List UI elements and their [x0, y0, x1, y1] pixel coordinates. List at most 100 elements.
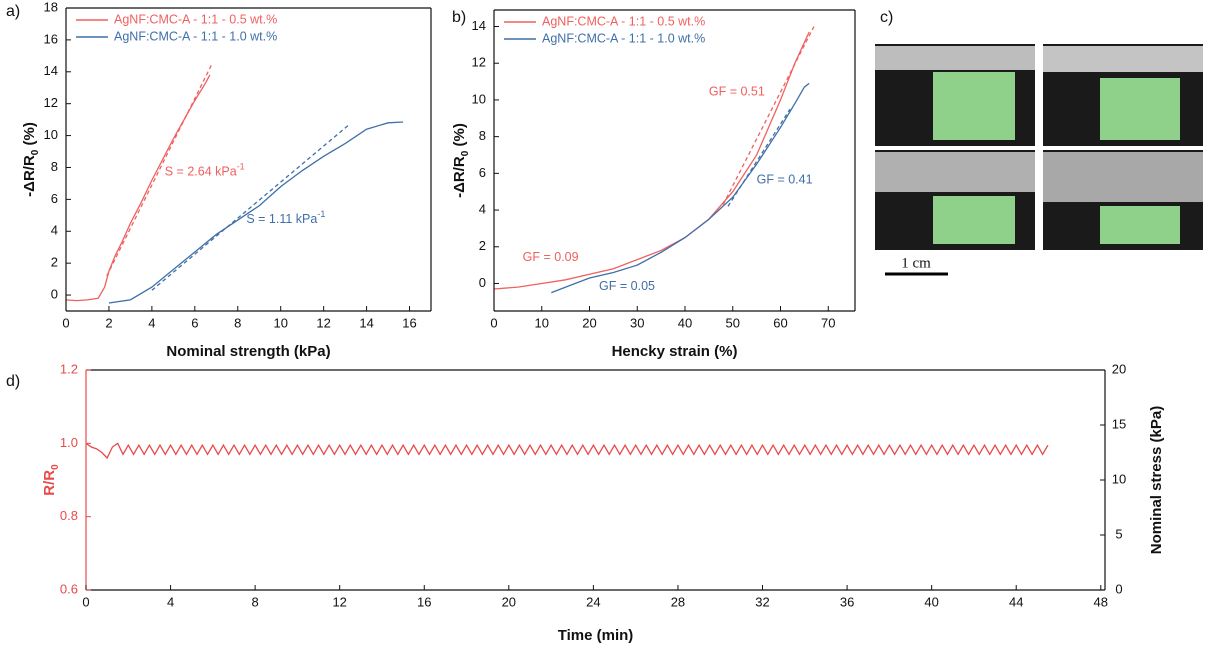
- y-label-part: (%): [451, 123, 468, 151]
- series-line: [493, 31, 810, 290]
- y-axis-label: R/R0: [41, 464, 61, 496]
- y-tick-label: 16: [44, 31, 58, 46]
- legend-label: AgNF:CMC-A - 1:1 - 0.5 wt.%: [542, 14, 705, 28]
- y2-tick-label: 15: [1112, 416, 1126, 431]
- y-label-part: -ΔR/R: [21, 155, 38, 197]
- x-tick-label: 40: [924, 594, 938, 609]
- annotation-sup: -1: [237, 162, 245, 172]
- x-axis-label: Hencky strain (%): [612, 343, 738, 360]
- series-line: [85, 442, 1049, 460]
- panel: a) 0 2 4 6 8 10 12 14 16 0 2 4 6 8 10 12 14 16 18 Nominal st…: [6, 0, 432, 360]
- photo-sample: [1100, 78, 1180, 140]
- y-label-part: (%): [21, 122, 38, 150]
- x-tick-label: 28: [671, 594, 685, 609]
- y-axis-label: -ΔR/R0 (%): [21, 122, 41, 197]
- photo-plate: [875, 46, 1035, 70]
- y-tick-label: 10: [472, 91, 486, 106]
- panel-label: b): [452, 9, 466, 26]
- x-tick-label: 24: [586, 594, 600, 609]
- x-tick-label: 44: [1009, 594, 1023, 609]
- annotation-text: GF = 0.05: [599, 279, 655, 293]
- y-label-part: -ΔR/R: [451, 156, 468, 198]
- y-tick-label: 4: [479, 201, 486, 216]
- annotation-text: GF = 0.51: [709, 85, 765, 99]
- annotation-text: S = 1.11 kPa: [246, 212, 317, 226]
- y-tick-label: 12: [44, 95, 58, 110]
- x-tick-label: 10: [273, 315, 287, 330]
- x-axis-label: Time (min): [558, 627, 634, 644]
- x-tick-label: 32: [755, 594, 769, 609]
- photo-grid: [875, 44, 1203, 250]
- annotation: GF = 0.09: [523, 250, 579, 264]
- y-label-part: 0: [50, 464, 61, 470]
- photo-plate: [1043, 46, 1203, 72]
- y-tick-label: 6: [479, 165, 486, 180]
- x-tick-label: 50: [726, 315, 740, 330]
- y-tick-label: 0: [51, 286, 58, 301]
- x-tick-label: 20: [582, 315, 596, 330]
- annotation-text: GF = 0.41: [757, 173, 813, 187]
- x-tick-label: 0: [82, 594, 89, 609]
- y-tick-label: 14: [44, 63, 58, 78]
- panel-label: d): [6, 373, 20, 390]
- x-tick-label: 8: [234, 315, 241, 330]
- y2-tick-label: 20: [1112, 361, 1126, 376]
- x-tick-label: 36: [840, 594, 854, 609]
- y2-axis-label: Nominal stress (kPa): [1148, 406, 1165, 554]
- x-tick-label: 16: [417, 594, 431, 609]
- panel-c: c) 1 cm: [875, 9, 1203, 276]
- annotation-text: S = 2.64 kPa: [165, 165, 237, 179]
- y-label-part: R/R: [41, 470, 58, 496]
- y-axis-label: -ΔR/R0 (%): [451, 123, 471, 198]
- y2-tick-label: 0: [1115, 581, 1122, 596]
- legend-label: AgNF:CMC-A - 1:1 - 1.0 wt.%: [114, 29, 277, 43]
- y-tick-label: 0.8: [60, 508, 78, 523]
- x-tick-label: 30: [630, 315, 644, 330]
- fit-line: [727, 108, 791, 207]
- series-line: [65, 74, 211, 302]
- x-tick-label: 0: [62, 315, 69, 330]
- y-tick-label: 8: [479, 128, 486, 143]
- y-tick-label: 2: [479, 238, 486, 253]
- annotation-sup: -1: [317, 209, 325, 219]
- y-tick-label: 12: [472, 55, 486, 70]
- y-tick-label: 1.2: [60, 361, 78, 376]
- x-tick-label: 0: [490, 315, 497, 330]
- x-tick-label: 8: [252, 594, 259, 609]
- y-label-part: 0: [460, 150, 471, 156]
- x-tick-label: 10: [535, 315, 549, 330]
- x-axis-label: Nominal strength (kPa): [166, 343, 330, 360]
- x-tick-label: 6: [191, 315, 198, 330]
- photo-sample: [1100, 206, 1180, 244]
- fit-line: [722, 26, 815, 205]
- x-tick-label: 16: [402, 315, 416, 330]
- photo-plate: [1043, 152, 1203, 202]
- y-tick-label: 1.0: [60, 435, 78, 450]
- y-tick-label: 14: [472, 18, 486, 33]
- photo-sample: [933, 196, 1015, 244]
- y-tick-label: 6: [51, 191, 58, 206]
- annotation: S = 2.64 kPa-1: [165, 162, 245, 179]
- annotation: GF = 0.51: [709, 85, 765, 99]
- annotation: GF = 0.05: [599, 279, 655, 293]
- x-tick-label: 2: [105, 315, 112, 330]
- photo-sample: [933, 72, 1015, 140]
- legend-label: AgNF:CMC-A - 1:1 - 0.5 wt.%: [114, 12, 277, 26]
- y-label-part: 0: [30, 149, 41, 155]
- y-tick-label: 4: [51, 223, 58, 238]
- x-tick-label: 70: [821, 315, 835, 330]
- annotation: S = 1.11 kPa-1: [246, 209, 325, 226]
- photo-plate: [875, 152, 1035, 192]
- fit-line: [106, 63, 213, 277]
- panel-label: a): [6, 3, 20, 20]
- panel: b) 0 10 20 30 40 50 60 70 0 2 4 6 8 10 12 14 Hencky strai…: [451, 9, 856, 360]
- x-tick-label: 12: [332, 594, 346, 609]
- fit-line: [151, 123, 350, 291]
- x-tick-label: 60: [773, 315, 787, 330]
- x-tick-label: 14: [359, 315, 373, 330]
- x-tick-label: 4: [167, 594, 174, 609]
- legend-label: AgNF:CMC-A - 1:1 - 1.0 wt.%: [542, 31, 705, 45]
- y-tick-label: 8: [51, 159, 58, 174]
- y2-tick-label: 10: [1112, 471, 1126, 486]
